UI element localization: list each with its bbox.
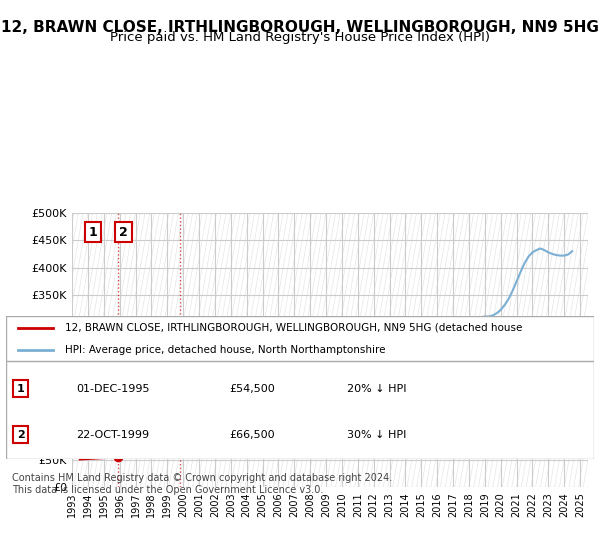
Text: Price paid vs. HM Land Registry's House Price Index (HPI): Price paid vs. HM Land Registry's House … bbox=[110, 31, 490, 44]
Text: 1: 1 bbox=[119, 438, 127, 449]
FancyBboxPatch shape bbox=[6, 316, 594, 361]
Text: 1: 1 bbox=[17, 384, 25, 394]
Text: 12, BRAWN CLOSE, IRTHLINGBOROUGH, WELLINGBOROUGH, NN9 5HG: 12, BRAWN CLOSE, IRTHLINGBOROUGH, WELLIN… bbox=[1, 20, 599, 35]
Text: HPI: Average price, detached house, North Northamptonshire: HPI: Average price, detached house, Nort… bbox=[65, 345, 385, 355]
Text: 30% ↓ HPI: 30% ↓ HPI bbox=[347, 430, 406, 440]
Text: 2: 2 bbox=[185, 432, 193, 442]
Text: 20% ↓ HPI: 20% ↓ HPI bbox=[347, 384, 407, 394]
FancyBboxPatch shape bbox=[6, 361, 594, 459]
Text: £66,500: £66,500 bbox=[229, 430, 275, 440]
Text: £54,500: £54,500 bbox=[229, 384, 275, 394]
Text: 12, BRAWN CLOSE, IRTHLINGBOROUGH, WELLINGBOROUGH, NN9 5HG (detached house: 12, BRAWN CLOSE, IRTHLINGBOROUGH, WELLIN… bbox=[65, 323, 522, 333]
Text: Contains HM Land Registry data © Crown copyright and database right 2024.
This d: Contains HM Land Registry data © Crown c… bbox=[12, 473, 392, 495]
Text: 2: 2 bbox=[119, 226, 128, 239]
Text: 22-OCT-1999: 22-OCT-1999 bbox=[77, 430, 149, 440]
Text: 1: 1 bbox=[88, 226, 97, 239]
Text: 01-DEC-1995: 01-DEC-1995 bbox=[77, 384, 150, 394]
Text: 2: 2 bbox=[17, 430, 25, 440]
